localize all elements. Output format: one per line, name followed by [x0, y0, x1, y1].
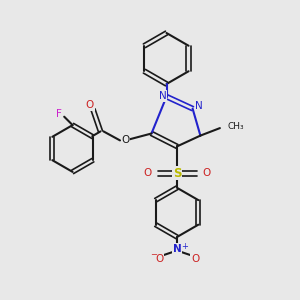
- Text: O: O: [86, 100, 94, 110]
- Text: +: +: [182, 242, 188, 251]
- Text: CH₃: CH₃: [227, 122, 244, 131]
- Text: N: N: [159, 91, 167, 101]
- Text: N: N: [172, 244, 182, 254]
- Text: −: −: [150, 250, 157, 260]
- Text: N: N: [195, 100, 203, 111]
- Text: O: O: [121, 135, 130, 146]
- Text: F: F: [56, 109, 62, 119]
- Text: O: O: [144, 168, 152, 178]
- Text: O: O: [155, 254, 163, 264]
- Text: O: O: [202, 168, 210, 178]
- Text: S: S: [173, 167, 181, 180]
- Text: O: O: [191, 254, 199, 264]
